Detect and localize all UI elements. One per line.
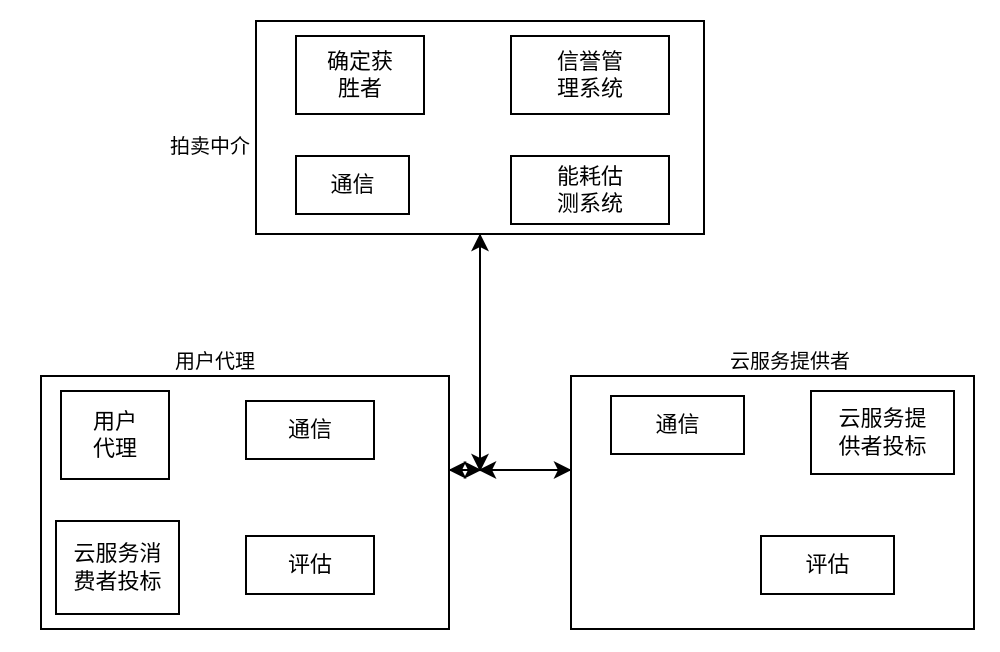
group-label-left: 用户代理 [175,345,255,374]
node-n_consBid: 云服务消费者投标 [55,520,180,615]
node-n_commR: 通信 [610,395,745,455]
node-text-n_winner: 确定获胜者 [327,48,393,103]
node-text-n_evalL: 评估 [288,551,332,579]
node-n_provBid: 云服务提供者投标 [810,390,955,475]
node-n_energy: 能耗估测系统 [510,155,670,225]
group-label-right: 云服务提供者 [730,345,850,374]
node-text-n_commTop: 通信 [330,171,374,199]
node-text-n_commL: 通信 [288,416,332,444]
node-n_reputat: 信誉管理系统 [510,35,670,115]
node-text-n_userAgt: 用户代理 [93,408,137,463]
node-text-n_provBid: 云服务提供者投标 [838,405,926,460]
diagram-canvas: 拍卖中介用户代理云服务提供者确定获胜者信誉管理系统通信能耗估测系统用户代理通信云… [0,0,1000,652]
group-label-top: 拍卖中介 [170,130,250,159]
node-n_evalR: 评估 [760,535,895,595]
node-text-n_energy: 能耗估测系统 [557,163,623,218]
node-n_evalL: 评估 [245,535,375,595]
node-text-n_commR: 通信 [655,411,699,439]
node-text-n_reputat: 信誉管理系统 [557,48,623,103]
node-n_commTop: 通信 [295,155,410,215]
node-text-n_consBid: 云服务消费者投标 [73,540,161,595]
node-text-n_evalR: 评估 [805,551,849,579]
node-n_commL: 通信 [245,400,375,460]
node-n_userAgt: 用户代理 [60,390,170,480]
node-n_winner: 确定获胜者 [295,35,425,115]
